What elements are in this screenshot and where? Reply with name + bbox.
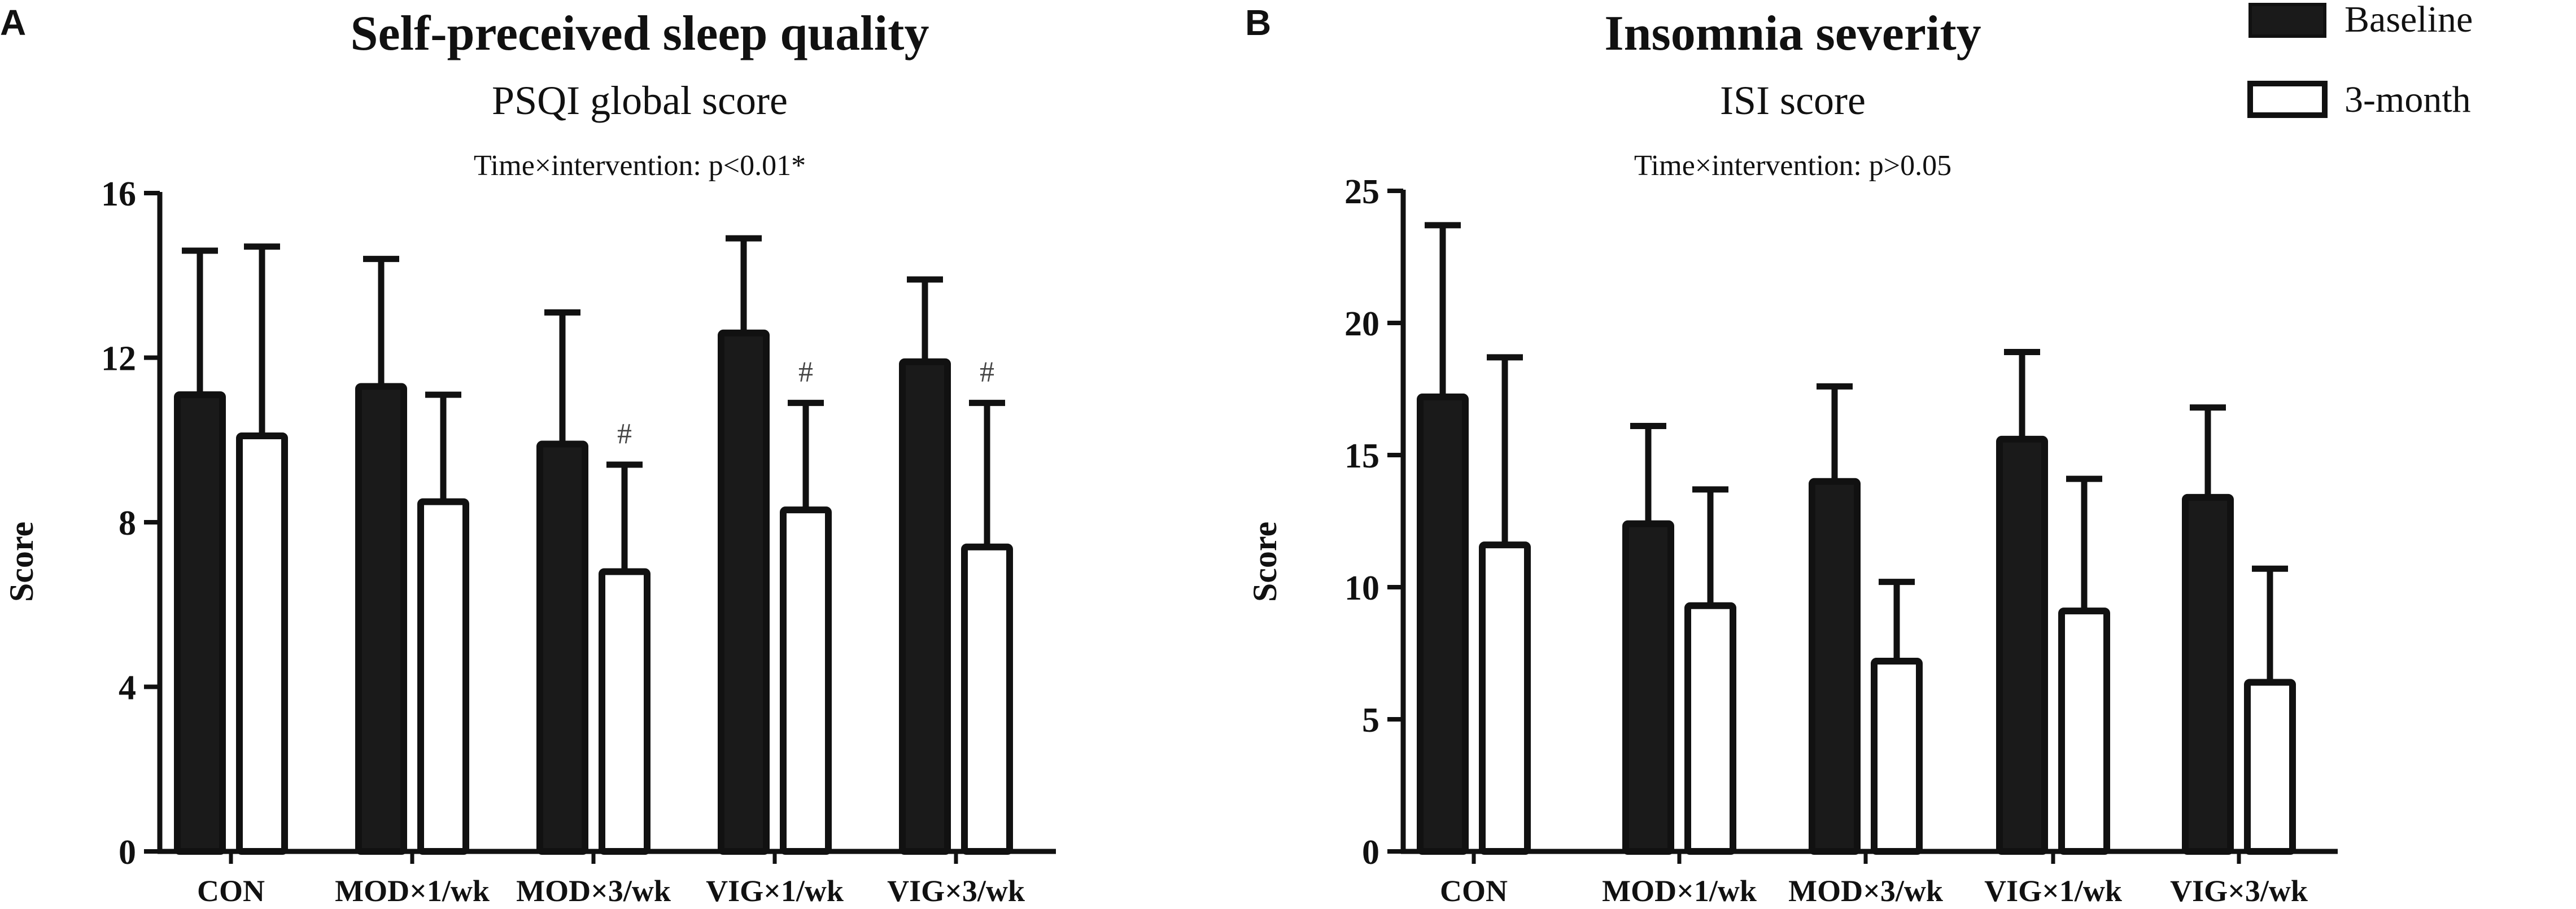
panel-a-bar-baseline (718, 329, 770, 855)
panel-b-title: Insomnia severity (1604, 6, 1981, 61)
panel-b-annotation: Time×intervention: p>0.05 (1634, 150, 1951, 182)
panel-b-ylabel: Score (1246, 522, 1283, 602)
panel-a-bar-3-month (236, 432, 288, 855)
panel-a-y-tick-label: 16 (101, 175, 136, 213)
panel-b-x-tick-label: VIG×3/wk (2170, 874, 2308, 908)
panel-a-significance-mark: # (798, 356, 813, 388)
panel-a-y-tick-label: 12 (101, 340, 136, 378)
panel-b-subtitle: ISI score (1720, 78, 1866, 123)
panel-b-bar-3-month (1871, 658, 1923, 855)
panel-a-bar-3-month (780, 506, 832, 855)
panel-a-bar-3-month (599, 568, 650, 855)
legend: Baseline 3-month (2247, 0, 2473, 120)
panel-b-x-tick-label: MOD×1/wk (1602, 874, 1757, 908)
panel-b-y-tick-label: 25 (1344, 173, 1379, 211)
panel-a-x-tick-label: MOD×1/wk (335, 874, 490, 908)
legend-item-3-month: 3-month (2247, 79, 2471, 120)
panel-a-x-tick-label: VIG×3/wk (887, 874, 1025, 908)
panel-b-bar-3-month (2058, 608, 2110, 855)
panel-a-significance-mark: # (980, 356, 994, 388)
panel-b-y-tick-label: 15 (1344, 437, 1379, 475)
panel-a: A Self-preceived sleep quality PSQI glob… (0, 2, 1056, 908)
legend-item-baseline: Baseline (2248, 0, 2473, 40)
panel-b-y-tick-label: 5 (1362, 701, 1379, 740)
panel-b-bar-baseline (1622, 520, 1674, 855)
legend-label-3-month: 3-month (2344, 79, 2471, 120)
panel-a-subtitle: PSQI global score (492, 78, 788, 123)
panel-a-x-tick-label: MOD×3/wk (516, 874, 671, 908)
panel-a-y-tick-label: 4 (119, 669, 136, 707)
panel-a-annotation: Time×intervention: p<0.01* (474, 150, 806, 182)
panel-b-x-tick-label: VIG×1/wk (1984, 874, 2122, 908)
panel-a-y-tick-label: 8 (119, 504, 136, 543)
panel-b-bar-baseline (1809, 478, 1861, 855)
legend-swatch-3-month (2247, 81, 2328, 118)
legend-label-baseline: Baseline (2344, 0, 2473, 40)
panel-a-x-tick-label: VIG×1/wk (706, 874, 844, 908)
panel-a-bar-baseline (899, 358, 951, 855)
panel-b-bar-baseline (1417, 394, 1469, 855)
panel-a-bar-baseline (174, 391, 226, 855)
panel-a-y-tick-label: 0 (119, 833, 136, 872)
panel-a-bar-3-month (417, 498, 469, 855)
panel-b-bar-3-month (1479, 541, 1531, 855)
panel-b-label: B (1245, 2, 1271, 43)
legend-swatch-baseline (2248, 3, 2326, 38)
panel-b: B Insomnia severity ISI score Time×inter… (1245, 2, 2338, 908)
panel-b-x-tick-label: CON (1440, 874, 1508, 908)
panel-a-bar-baseline (355, 383, 407, 855)
panel-a-label: A (0, 2, 26, 43)
panel-a-bar-baseline (536, 440, 588, 855)
panel-a-plot: 0 4 8 12 16 CON MOD×1/wk MOD×3/wk # VIG×1/wk # VIG×… (101, 175, 1056, 908)
panel-b-bar-3-month (1684, 602, 1736, 855)
panel-b-y-tick-label: 10 (1344, 569, 1379, 608)
panel-b-y-tick-label: 0 (1362, 833, 1379, 872)
panel-a-title: Self-preceived sleep quality (351, 6, 929, 61)
panel-b-x-tick-label: MOD×3/wk (1788, 874, 1943, 908)
panel-a-x-tick-label: CON (197, 874, 265, 908)
panel-a-significance-mark: # (617, 418, 632, 450)
panel-b-bar-baseline (1996, 435, 2048, 855)
panel-b-plot: 0 5 10 15 20 25 CON MOD×1/wk MOD×3/wk VIG×1/wk VIG… (1344, 173, 2338, 908)
panel-b-bar-3-month (2244, 679, 2296, 855)
panel-b-y-tick-label: 20 (1344, 305, 1379, 343)
panel-a-ylabel: Score (3, 522, 40, 602)
panel-a-bar-3-month (961, 543, 1013, 855)
panel-b-bar-baseline (2182, 493, 2234, 855)
